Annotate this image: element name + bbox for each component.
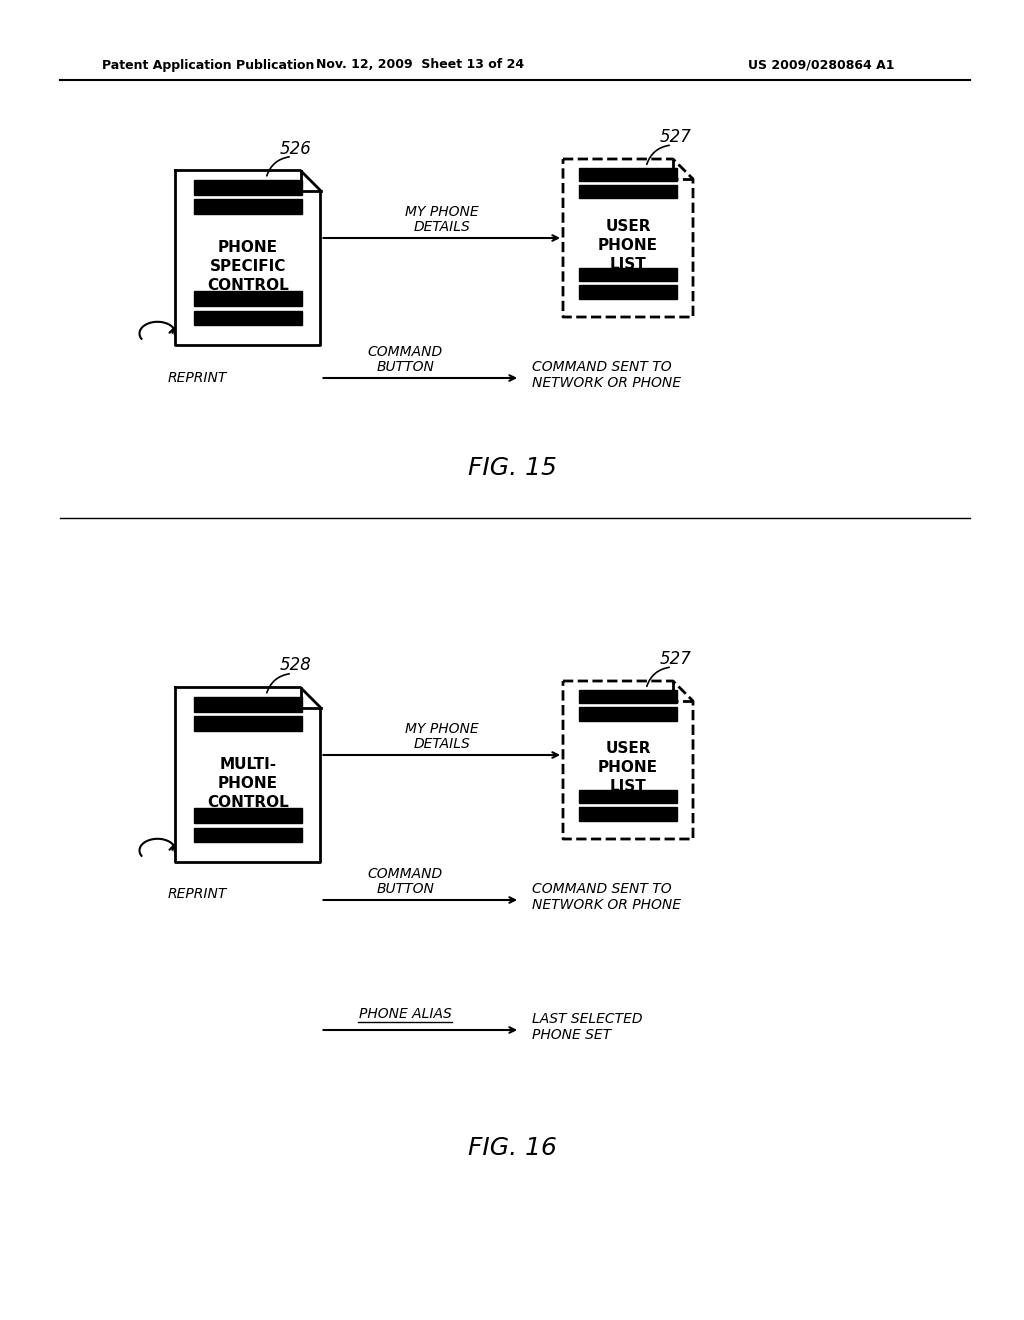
Text: COMMAND SENT TO: COMMAND SENT TO [532,882,672,896]
Bar [194,828,302,842]
Text: 527: 527 [660,128,692,147]
Bar [580,185,677,198]
Text: 526: 526 [280,140,312,157]
Bar [580,268,677,281]
Text: REPRINT: REPRINT [168,887,227,902]
Text: LIST: LIST [609,779,646,795]
Text: 528: 528 [280,656,312,675]
Text: 527: 527 [660,649,692,668]
Bar [194,310,302,325]
Bar [580,689,677,704]
Text: COMMAND SENT TO: COMMAND SENT TO [532,360,672,374]
Bar [194,697,302,711]
Text: CONTROL: CONTROL [207,795,289,810]
Text: PHONE: PHONE [218,240,278,255]
Text: MY PHONE: MY PHONE [404,722,478,737]
Text: PHONE ALIAS: PHONE ALIAS [358,1007,452,1020]
Bar [194,717,302,731]
Text: PHONE: PHONE [218,776,278,791]
Bar [194,808,302,824]
Text: COMMAND: COMMAND [368,867,442,880]
Text: USER: USER [605,742,650,756]
Bar [580,285,677,298]
Text: NETWORK OR PHONE: NETWORK OR PHONE [532,376,681,389]
Text: BUTTON: BUTTON [376,360,434,374]
Text: Nov. 12, 2009  Sheet 13 of 24: Nov. 12, 2009 Sheet 13 of 24 [316,58,524,71]
Bar [194,180,302,195]
Text: FIG. 16: FIG. 16 [468,1137,556,1160]
Text: PHONE: PHONE [598,239,658,253]
Text: COMMAND: COMMAND [368,345,442,359]
Bar [580,708,677,721]
Text: BUTTON: BUTTON [376,882,434,896]
Text: FIG. 15: FIG. 15 [468,455,556,480]
Text: PHONE SET: PHONE SET [532,1028,611,1041]
Text: NETWORK OR PHONE: NETWORK OR PHONE [532,898,681,912]
Text: MY PHONE: MY PHONE [404,205,478,219]
Text: Patent Application Publication: Patent Application Publication [102,58,314,71]
Bar [580,168,677,181]
Text: LIST: LIST [609,257,646,272]
Bar [580,808,677,821]
Text: DETAILS: DETAILS [414,220,470,234]
Text: PHONE: PHONE [598,760,658,775]
Text: US 2009/0280864 A1: US 2009/0280864 A1 [748,58,895,71]
Bar [194,199,302,214]
Text: USER: USER [605,219,650,235]
Text: CONTROL: CONTROL [207,279,289,293]
Text: REPRINT: REPRINT [168,371,227,384]
Text: SPECIFIC: SPECIFIC [210,259,286,275]
Text: MULTI-: MULTI- [219,758,276,772]
Bar [194,292,302,306]
Text: DETAILS: DETAILS [414,737,470,751]
Text: LAST SELECTED: LAST SELECTED [532,1012,642,1026]
Bar [580,789,677,804]
